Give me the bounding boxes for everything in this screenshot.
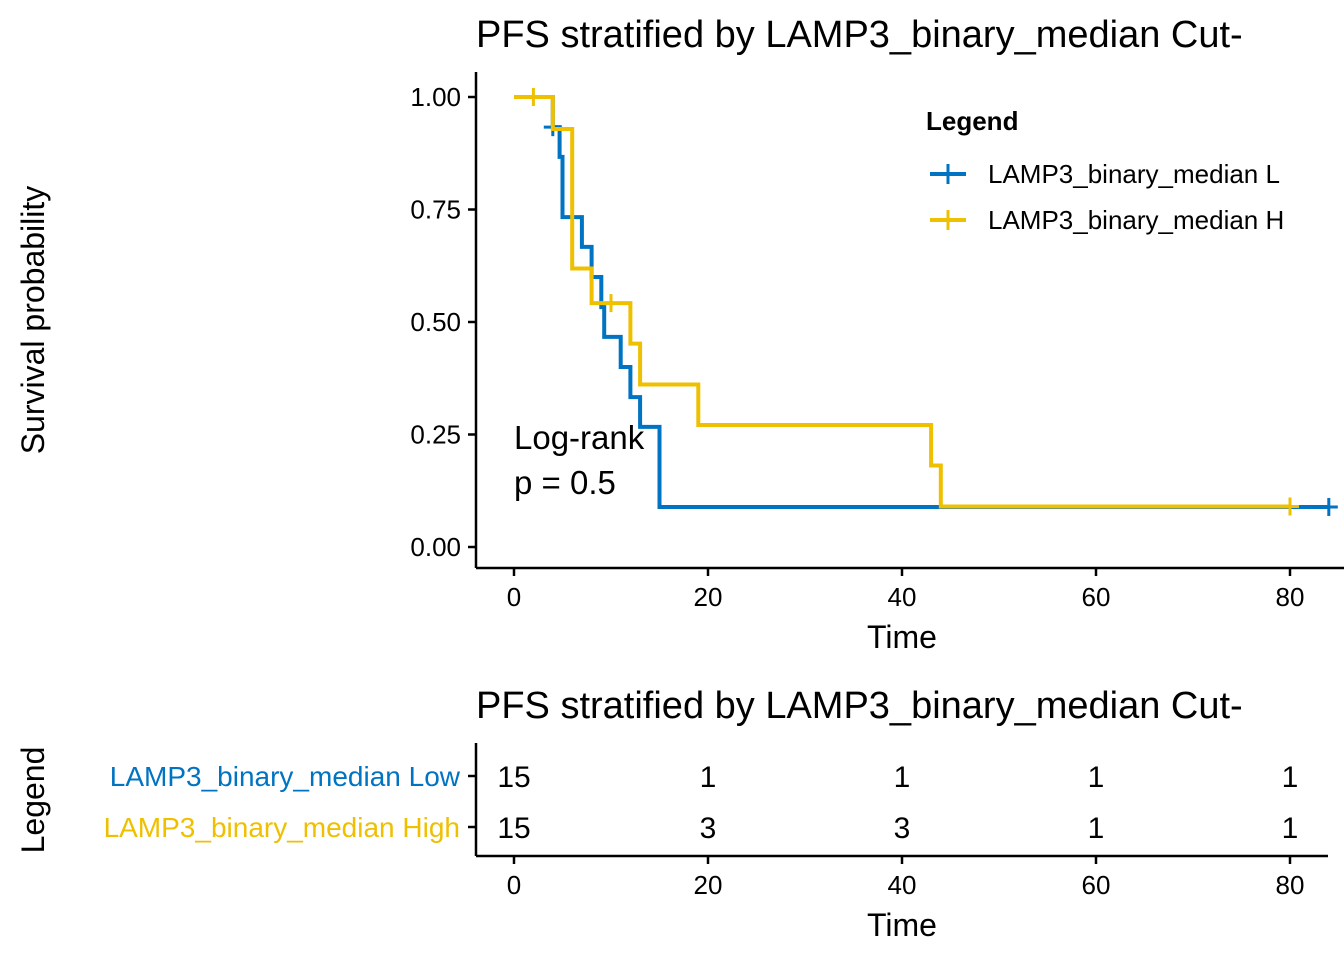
risk-x-tick-label: 20 [694, 870, 723, 900]
legend: Legend LAMP3_binary_median L LAMP3_binar… [926, 106, 1284, 235]
x-tick-label: 80 [1276, 582, 1305, 612]
survival-curves [514, 88, 1338, 516]
risk-table-x-title: Time [867, 907, 937, 943]
y-tick-label: 1.00 [410, 82, 461, 112]
risk-count: 1 [894, 761, 911, 794]
legend-entry-high: LAMP3_binary_median H [988, 205, 1284, 235]
risk-x-tick-label: 0 [507, 870, 521, 900]
risk-count: 1 [1282, 761, 1299, 794]
legend-entry-low: LAMP3_binary_median L [988, 159, 1280, 189]
risk-count: 1 [700, 761, 717, 794]
y-tick-label: 0.00 [410, 532, 461, 562]
y-axis-title: Survival probability [15, 186, 51, 455]
risk-count: 1 [1088, 761, 1105, 794]
x-tick-label: 40 [888, 582, 917, 612]
risk-count: 3 [700, 812, 717, 845]
x-axis-title: Time [867, 619, 937, 655]
risk-count: 1 [1282, 812, 1299, 845]
risk-x-tick-label: 60 [1082, 870, 1111, 900]
risk-table-title: PFS stratified by LAMP3_binary_median Cu… [476, 685, 1243, 727]
risk-x-tick-label: 80 [1276, 870, 1305, 900]
x-tick-label: 20 [694, 582, 723, 612]
logrank-label: Log-rank [514, 419, 645, 456]
risk-count: 15 [497, 761, 530, 794]
risk-x-tick-label: 40 [888, 870, 917, 900]
risk-count: 15 [497, 812, 530, 845]
risk-row-label: LAMP3_binary_median High [104, 812, 460, 843]
survival-curve-low [514, 95, 1329, 509]
x-tick-label: 60 [1082, 582, 1111, 612]
y-axis-ticks: 0.00 0.25 0.50 0.75 1.00 [410, 82, 476, 562]
risk-row-label: LAMP3_binary_median Low [110, 761, 461, 792]
survival-panel: PFS stratified by LAMP3_binary_median Cu… [15, 14, 1344, 655]
risk-count: 3 [894, 812, 911, 845]
legend-title: Legend [926, 106, 1018, 136]
y-tick-label: 0.25 [410, 420, 461, 450]
risk-table-panel: PFS stratified by LAMP3_binary_median Cu… [15, 685, 1328, 943]
risk-x-axis-ticks: 0 20 40 60 80 [507, 856, 1305, 900]
survival-curve-high [514, 95, 1290, 509]
y-tick-label: 0.75 [410, 195, 461, 225]
risk-count: 1 [1088, 812, 1105, 845]
y-tick-label: 0.50 [410, 307, 461, 337]
survival-chart-title: PFS stratified by LAMP3_binary_median Cu… [476, 14, 1243, 56]
x-tick-label: 0 [507, 582, 521, 612]
pvalue-label: p = 0.5 [514, 464, 616, 501]
x-axis-ticks: 0 20 40 60 80 [507, 568, 1305, 612]
risk-rows: LAMP3_binary_median Low 15 1 1 1 1 LAMP3_binar… [104, 761, 1299, 845]
risk-table-y-title: Legend [15, 747, 51, 854]
